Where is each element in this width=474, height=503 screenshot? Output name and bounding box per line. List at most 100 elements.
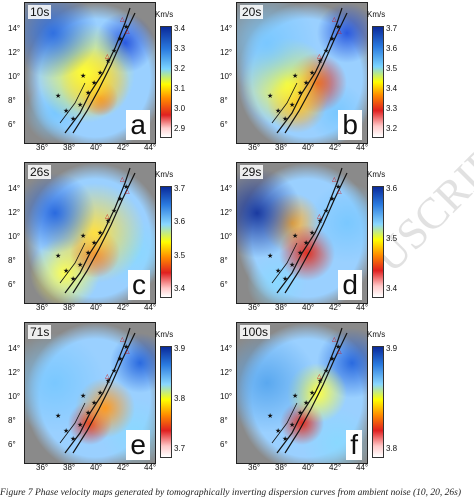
station-star-icon: ★ — [105, 217, 111, 225]
fault-line — [276, 7, 343, 134]
station-star-icon: ★ — [85, 409, 91, 417]
longitude-tick-label: 36° — [248, 463, 261, 472]
station-star-icon: ★ — [77, 421, 83, 429]
velocity-map-panel: ★ ★ ★ ★ ★ ★ ★ ★ ★ ★ ★ ★ △ △ △ 29s d 14° 12° 10° 8° 6° 36° 38° 40… — [220, 162, 420, 312]
fault-line — [276, 167, 343, 294]
fault-line — [59, 82, 86, 124]
colorbar-tick-label: 3.9 — [386, 344, 398, 353]
colorbar-tick-label: 3.4 — [174, 24, 186, 33]
fault-line — [271, 402, 298, 444]
station-star-icon: ★ — [309, 69, 315, 77]
velocity-map-panel: ★ ★ ★ ★ ★ ★ ★ ★ ★ ★ ★ ★ △ △ △ 10s a 14° 12° 10° 8° 6° 36° 38° 40… — [8, 2, 208, 152]
station-star-icon: ★ — [282, 275, 288, 283]
period-label: 71s — [28, 325, 52, 339]
latitude-tick-label: 6° — [220, 440, 228, 449]
latitude-tick-label: 10° — [220, 232, 233, 241]
longitude-tick-label: 38° — [275, 463, 288, 472]
longitude-tick-label: 38° — [275, 143, 288, 152]
latitude-tick-label: 8° — [220, 416, 228, 425]
fault-line — [276, 327, 343, 454]
volcano-triangle-icon: △ — [105, 374, 110, 380]
panel-letter: b — [338, 110, 362, 140]
colorbar-tick-label: 3.7 — [386, 24, 398, 33]
fault-line — [72, 332, 136, 454]
station-star-icon: ★ — [317, 217, 323, 225]
station-star-icon: ★ — [317, 57, 323, 65]
latitude-tick-label: 8° — [8, 96, 16, 105]
colorbar-unit-label: Km/s — [155, 330, 174, 339]
station-star-icon: ★ — [267, 252, 273, 260]
station-star-icon: ★ — [85, 89, 91, 97]
station-star-icon: ★ — [111, 47, 117, 55]
velocity-map-panel: ★ ★ ★ ★ ★ ★ ★ ★ ★ ★ ★ ★ △ △ △ 26s c 14° 12° 10° 8° 6° 36° 38° 40… — [8, 162, 208, 312]
longitude-tick-label: 36° — [36, 463, 49, 472]
colorbar — [160, 186, 172, 298]
station-star-icon: ★ — [55, 412, 61, 420]
volcano-triangle-icon: △ — [120, 177, 125, 183]
volcano-triangle-icon: △ — [120, 337, 125, 343]
fault-line — [64, 167, 131, 294]
longitude-tick-label: 38° — [63, 143, 76, 152]
station-star-icon: ★ — [275, 107, 281, 115]
volcano-triangle-icon: △ — [125, 349, 130, 355]
station-star-icon: ★ — [329, 35, 335, 43]
longitude-tick-label: 40° — [90, 303, 103, 312]
station-star-icon: ★ — [289, 261, 295, 269]
station-star-icon: ★ — [97, 69, 103, 77]
latitude-tick-label: 10° — [8, 72, 21, 81]
rift-faults-overlay: ★★★★★★★★★★★★△△△ — [267, 167, 348, 294]
rift-faults-overlay: ★★★★★★★★★★★★△△△ — [267, 7, 348, 134]
station-star-icon: ★ — [55, 252, 61, 260]
station-star-icon: ★ — [275, 427, 281, 435]
colorbar-tick-label: 2.9 — [174, 124, 186, 133]
station-star-icon: ★ — [282, 115, 288, 123]
station-star-icon: ★ — [70, 275, 76, 283]
latitude-tick-label: 10° — [220, 72, 233, 81]
station-star-icon: ★ — [309, 389, 315, 397]
station-star-icon: ★ — [77, 261, 83, 269]
longitude-tick-label: 44° — [144, 143, 157, 152]
colorbar-tick-label: 3.0 — [174, 104, 186, 113]
station-star-icon: ★ — [303, 79, 309, 87]
rift-faults-overlay: ★★★★★★★★★★★★△△△ — [55, 327, 136, 454]
rift-faults-overlay: ★★★★★★★★★★★★△△△ — [267, 327, 348, 454]
station-star-icon: ★ — [63, 427, 69, 435]
latitude-tick-label: 8° — [8, 256, 16, 265]
colorbar-unit-label: Km/s — [155, 10, 174, 19]
period-label: 20s — [240, 5, 264, 19]
station-star-icon: ★ — [317, 377, 323, 385]
fault-line — [59, 242, 86, 284]
panel-letter: a — [126, 110, 150, 140]
station-star-icon: ★ — [329, 355, 335, 363]
longitude-tick-label: 42° — [329, 463, 342, 472]
latitude-tick-label: 6° — [220, 280, 228, 289]
station-star-icon: ★ — [292, 72, 298, 80]
fault-line — [271, 242, 298, 284]
station-star-icon: ★ — [70, 435, 76, 443]
colorbar-unit-label: Km/s — [155, 170, 174, 179]
colorbar-unit-label: Km/s — [367, 10, 386, 19]
longitude-tick-label: 40° — [90, 143, 103, 152]
period-label: 10s — [28, 5, 52, 19]
station-star-icon: ★ — [323, 207, 329, 215]
latitude-tick-label: 6° — [8, 280, 16, 289]
colorbar-tick-label: 3.7 — [174, 444, 186, 453]
colorbar-tick-label: 3.2 — [386, 124, 398, 133]
volcano-triangle-icon: △ — [125, 29, 130, 35]
volcano-triangle-icon: △ — [317, 374, 322, 380]
colorbar-tick-label: 3.9 — [174, 344, 186, 353]
station-star-icon: ★ — [123, 183, 129, 191]
velocity-map-panel: ★ ★ ★ ★ ★ ★ ★ ★ ★ ★ ★ ★ △ △ △ 71s e 14° 12° 10° 8° 6° 36° 38° 40… — [8, 322, 208, 472]
station-star-icon: ★ — [63, 267, 69, 275]
station-star-icon: ★ — [323, 47, 329, 55]
station-star-icon: ★ — [292, 232, 298, 240]
colorbar-tick-label: 3.3 — [174, 44, 186, 53]
station-star-icon: ★ — [70, 115, 76, 123]
colorbar-tick-label: 3.6 — [386, 184, 398, 193]
colorbar-tick-label: 3.8 — [386, 444, 398, 453]
longitude-tick-label: 40° — [302, 463, 315, 472]
latitude-tick-label: 14° — [220, 344, 233, 353]
fault-line — [284, 12, 348, 134]
colorbar-tick-label: 3.1 — [174, 84, 186, 93]
volcano-triangle-icon: △ — [332, 337, 337, 343]
